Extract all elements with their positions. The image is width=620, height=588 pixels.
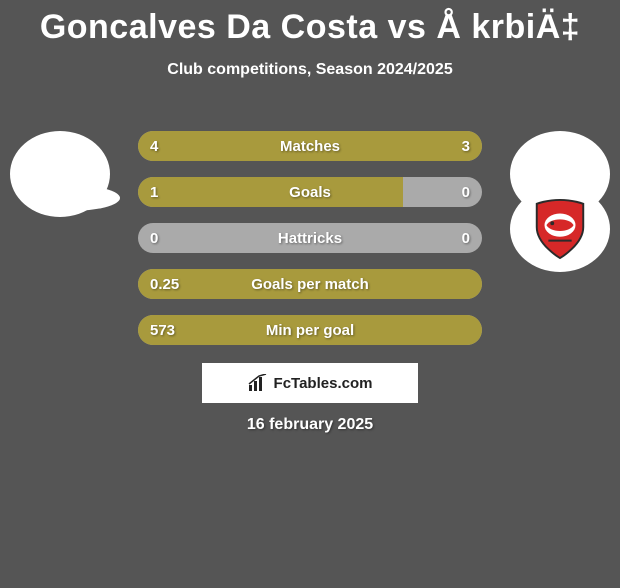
fctables-logo[interactable]: FcTables.com <box>202 363 418 403</box>
stat-row: 1Goals0 <box>138 177 482 207</box>
stat-row: 573Min per goal <box>138 315 482 345</box>
stat-row: 0Hattricks0 <box>138 223 482 253</box>
bar-chart-icon <box>248 374 270 392</box>
stat-row: 4Matches3 <box>138 131 482 161</box>
stat-value-right: 0 <box>462 223 470 253</box>
stat-label: Min per goal <box>138 315 482 345</box>
stat-label: Goals per match <box>138 269 482 299</box>
player-right-club-badge <box>510 186 610 272</box>
subtitle: Club competitions, Season 2024/2025 <box>0 61 620 79</box>
stat-value-right: 0 <box>462 177 470 207</box>
club-crest-icon <box>529 198 591 260</box>
player-left-club-ellipse <box>20 185 120 211</box>
stat-label: Goals <box>138 177 482 207</box>
stat-label: Matches <box>138 131 482 161</box>
stat-value-right: 3 <box>462 131 470 161</box>
page-title: Goncalves Da Costa vs Å krbiÄ‡ <box>0 8 620 47</box>
logo-text: FcTables.com <box>274 375 373 392</box>
comparison-date: 16 february 2025 <box>0 416 620 434</box>
stat-label: Hattricks <box>138 223 482 253</box>
stats-comparison: 4Matches31Goals00Hattricks00.25Goals per… <box>138 131 482 361</box>
stat-row: 0.25Goals per match <box>138 269 482 299</box>
